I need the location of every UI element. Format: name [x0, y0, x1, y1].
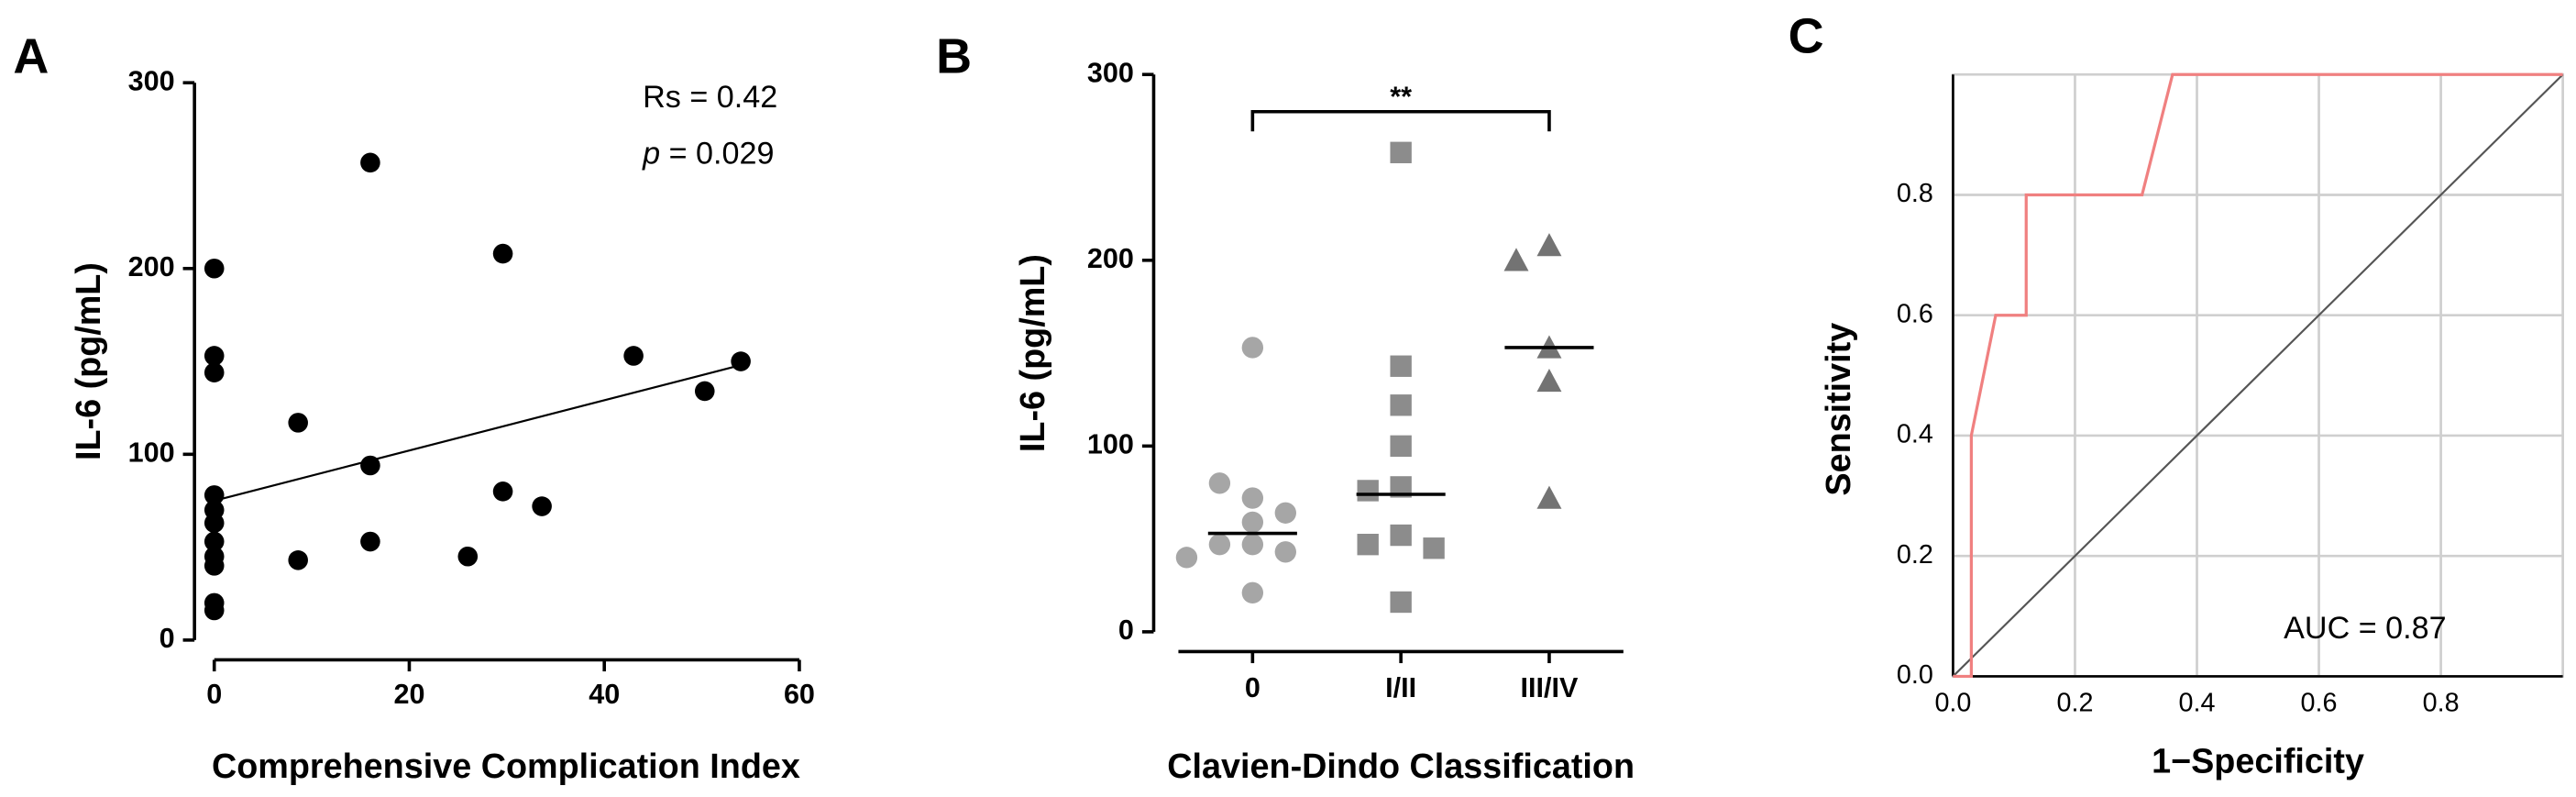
y-axis-title: IL-6 (pg/mL) — [1013, 254, 1051, 452]
x-tick-label: 0 — [206, 679, 222, 710]
data-point — [492, 243, 513, 264]
data-point — [204, 258, 225, 279]
significance-bracket — [1250, 109, 1551, 132]
data-point — [360, 455, 380, 476]
data-point — [731, 351, 751, 371]
data-point — [1390, 141, 1412, 163]
data-point — [1241, 511, 1264, 534]
data-point — [492, 482, 513, 502]
data-point — [457, 546, 479, 567]
data-point — [1390, 394, 1412, 416]
significance-label: ** — [1390, 81, 1412, 112]
data-point — [1390, 355, 1412, 377]
data-point — [204, 556, 225, 576]
data-point — [204, 531, 225, 552]
trendline — [214, 364, 742, 503]
x-axis-title: 1−Specificity — [2152, 742, 2364, 780]
data-point — [1274, 541, 1296, 563]
y-axis-title: Sensitivity — [1819, 323, 1857, 496]
data-point — [204, 485, 225, 505]
x-tick-label: 0.6 — [2301, 689, 2338, 718]
data-point — [1241, 337, 1264, 359]
x-axis-title: Comprehensive Complication Index — [212, 747, 800, 785]
panel-letter: B — [936, 28, 972, 83]
x-tick-label: 60 — [784, 679, 815, 710]
data-point — [1241, 534, 1264, 556]
annotation: AUC = 0.87 — [2284, 611, 2446, 646]
panel-letter: A — [13, 28, 49, 83]
y-tick-label: 300 — [1087, 57, 1134, 88]
data-point — [623, 346, 644, 366]
data-point — [1208, 534, 1231, 556]
data-point — [1390, 524, 1412, 547]
annotation: p = 0.029 — [642, 136, 774, 171]
data-point — [1390, 435, 1412, 458]
data-point — [1357, 480, 1379, 502]
annotation-italic: p — [642, 136, 660, 171]
y-tick-label: 100 — [128, 437, 175, 468]
x-tick-label: 0.4 — [2179, 689, 2216, 718]
data-point — [1390, 591, 1412, 614]
data-point — [694, 381, 715, 402]
data-point — [1423, 537, 1445, 559]
annotation: Rs = 0.42 — [643, 80, 777, 115]
annotation-text: = 0.029 — [660, 136, 774, 171]
data-point — [1357, 534, 1379, 556]
data-point — [288, 549, 308, 570]
x-tick-label: 0.2 — [2056, 689, 2093, 718]
reference-line — [1952, 73, 2564, 678]
y-tick-label: 0.2 — [1897, 540, 1933, 570]
y-tick-label: 0.0 — [1897, 660, 1933, 690]
data-point — [1503, 248, 1529, 271]
data-point — [1241, 487, 1264, 509]
y-tick-label: 200 — [1087, 243, 1134, 274]
data-point — [1536, 233, 1562, 257]
y-tick-label: 0.6 — [1897, 299, 1933, 328]
data-point — [1175, 547, 1198, 569]
data-point — [288, 413, 308, 433]
data-point — [1390, 476, 1412, 498]
data-point — [204, 600, 225, 621]
data-point — [1208, 472, 1231, 494]
panel-letter: C — [1789, 9, 1824, 64]
roc-curve — [1953, 72, 2563, 679]
y-tick-label: 0 — [160, 623, 175, 654]
x-tick-label: 0.8 — [2423, 689, 2460, 718]
y-tick-label: 100 — [1087, 428, 1134, 459]
y-tick-label: 0.4 — [1897, 420, 1933, 449]
data-point — [1536, 485, 1562, 509]
annotation-text: Rs = 0.42 — [643, 80, 777, 115]
x-tick-label: 40 — [589, 679, 620, 710]
y-tick-label: 200 — [128, 251, 175, 282]
data-point — [532, 496, 552, 516]
y-tick-label: 0 — [1118, 614, 1134, 646]
x-tick-label: III/IV — [1521, 672, 1579, 703]
x-tick-label: I/II — [1385, 672, 1416, 703]
x-tick-label: 0 — [1245, 672, 1260, 703]
x-tick-label: 0.0 — [1934, 689, 1971, 718]
data-point — [204, 346, 225, 366]
y-axis-title: IL-6 (pg/mL) — [69, 262, 107, 460]
x-tick-label: 20 — [393, 679, 424, 710]
data-point — [204, 362, 225, 382]
y-tick-label: 300 — [128, 65, 175, 96]
data-point — [204, 513, 225, 534]
data-point — [360, 531, 380, 552]
x-axis-title: Clavien-Dindo Classification — [1167, 747, 1635, 785]
data-point — [1274, 502, 1296, 524]
data-point — [1241, 581, 1264, 604]
y-tick-label: 0.8 — [1897, 179, 1933, 208]
data-point — [1536, 368, 1562, 393]
data-point — [360, 152, 380, 173]
